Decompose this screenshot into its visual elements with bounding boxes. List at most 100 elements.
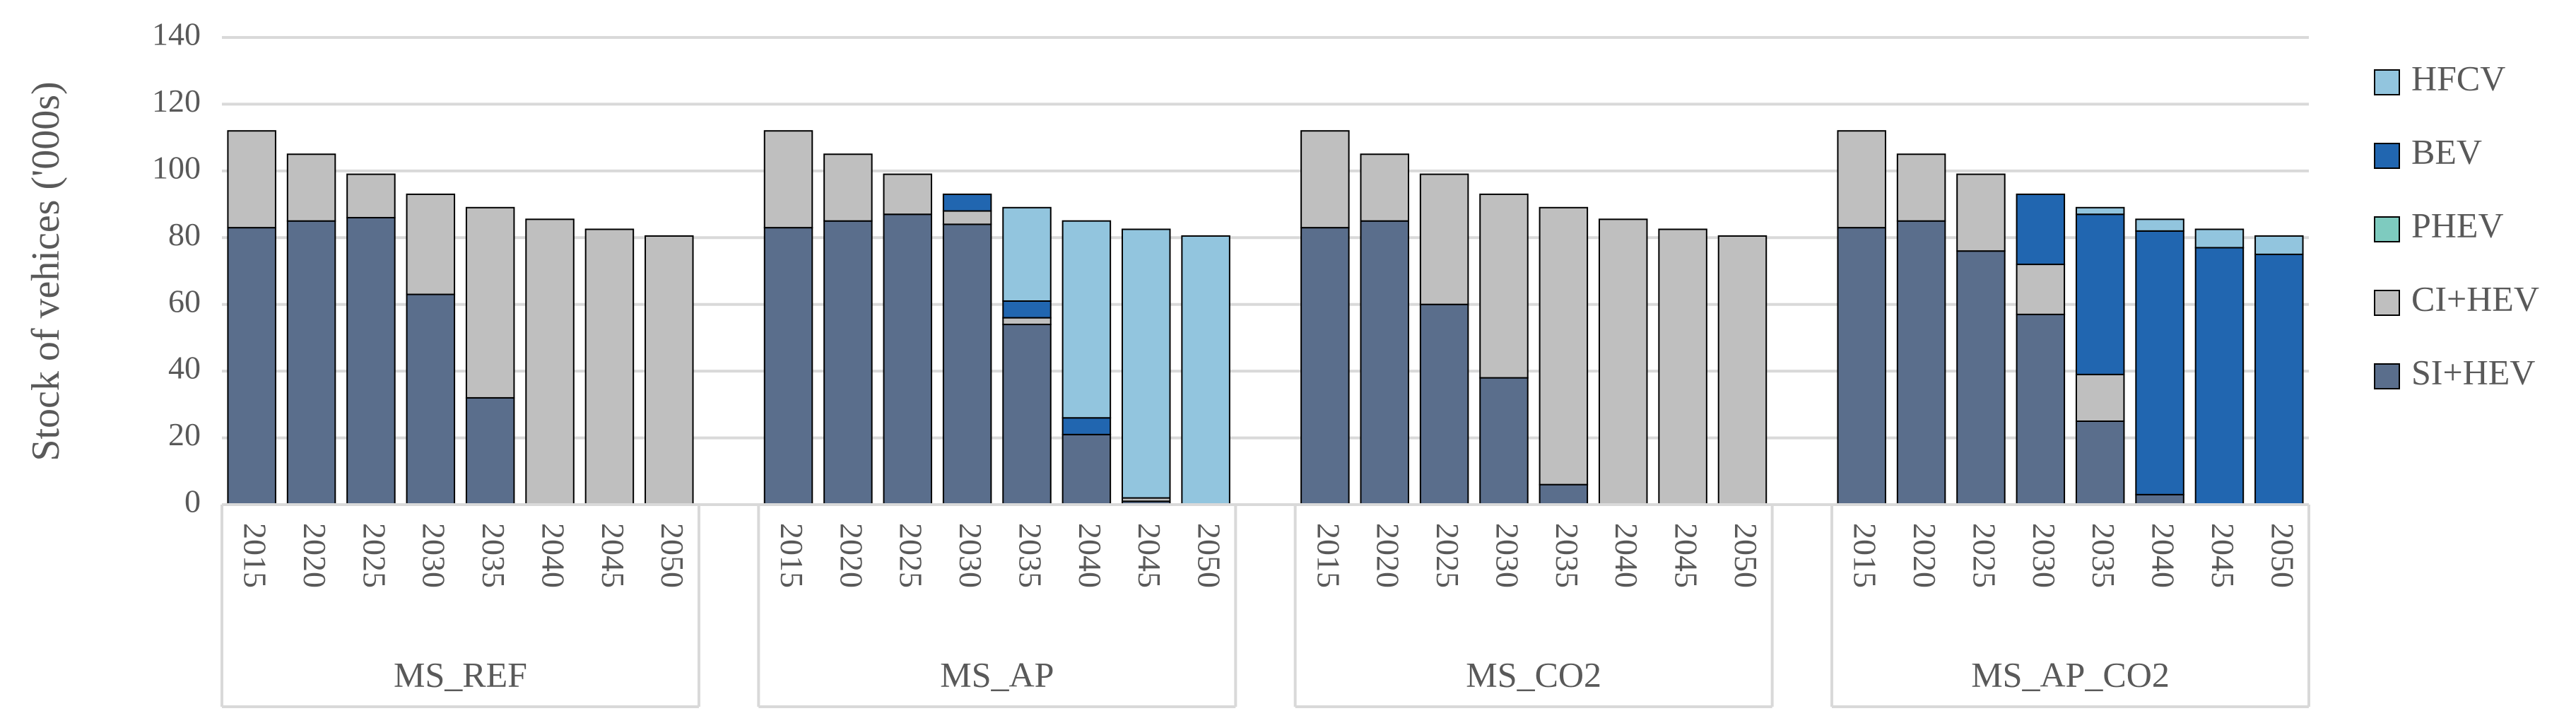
bar-segment [584,228,635,505]
bar-segment [2075,206,2125,216]
x-tick-label: 2035 [476,523,512,588]
x-tick-label: 2045 [595,523,631,588]
group-label: MS_AP_CO2 [1971,654,2170,694]
x-tick-label: 2020 [1370,523,1406,588]
x-tick-label: 2035 [2086,523,2122,588]
bar-segment [1479,193,1529,379]
bar-segment [942,193,992,212]
bar-segment [1360,220,1409,505]
y-tick-label: 140 [152,16,201,52]
legend-swatch [2374,143,2400,169]
legend-label: BEV [2411,131,2482,171]
x-tick-label: 2025 [1430,523,1466,588]
x-tick-label: 2050 [1192,523,1228,588]
bar-segment [1896,153,1946,222]
bar-segment [227,130,276,229]
bar-segment [1837,227,1886,505]
x-tick-label: 2040 [1072,523,1108,588]
x-tick-label: 2030 [416,523,452,588]
x-tick-label: 2020 [1907,523,1943,588]
bar-segment [227,227,276,505]
bar-segment [1061,433,1112,505]
x-tick-label: 2045 [1669,523,1705,588]
group-label: MS_AP [940,654,1054,694]
bar-segment [1061,417,1112,435]
bar-segment [823,153,873,222]
bar-segment [1002,324,1052,505]
bar-segment [763,130,813,229]
bar-segment [465,396,515,506]
x-tick-label: 2035 [1549,523,1585,588]
x-tick-label: 2015 [774,523,810,588]
x-tick-label: 2025 [1966,523,2002,588]
bar-segment [346,216,396,505]
bar-segment [465,206,515,399]
bar-segment [2016,313,2066,505]
bar-segment [1956,173,2006,252]
x-tick-label: 2040 [2146,523,2182,588]
bar-segment [2135,230,2184,495]
x-tick-label: 2020 [833,523,869,588]
x-tick-label: 2025 [893,523,929,588]
y-tick-label: 120 [152,83,201,119]
x-tick-label: 2050 [654,523,690,588]
x-tick-label: 2025 [356,523,392,588]
bar-segment [2194,247,2245,505]
y-tick-label: 0 [184,483,201,519]
bar-segment [2135,218,2184,232]
x-tick-label: 2030 [953,523,989,588]
bar-segment [406,193,456,295]
bar-segment [1598,218,1648,505]
y-tick-label: 60 [168,283,201,319]
bar-segment [1360,153,1409,222]
bar-segment [1300,227,1350,505]
bar-segment [1539,206,1589,486]
group-label: MS_CO2 [1466,654,1601,694]
bar-segment [883,213,933,505]
x-tick-label: 2030 [2026,523,2062,588]
bar-segment [2254,253,2304,505]
bar-segment [2254,235,2304,255]
x-tick-label: 2015 [1310,523,1346,588]
bar-segment [1419,173,1469,305]
bar-segment [1837,130,1886,229]
group-label: MS_REF [394,654,527,694]
bar-segment [406,293,456,505]
bar-segment [2016,264,2066,315]
bar-segment [1956,250,2006,505]
legend-swatch [2374,69,2400,95]
bar-segment [1300,130,1350,229]
bar-segment [763,227,813,505]
bar-segment [823,220,873,505]
bar-segment [1002,300,1052,319]
bar-segment [1539,483,1589,506]
x-tick-label: 2040 [1608,523,1645,588]
x-tick-label: 2015 [1847,523,1883,588]
bar-segment [2135,493,2184,505]
y-axis-title: Stock of vehices ('000s) [24,81,68,461]
bar-segment [1717,235,1768,505]
legend-label: SI+HEV [2411,352,2535,392]
legend-swatch [2374,216,2400,242]
bar-segment [1002,317,1052,326]
x-tick-label: 2045 [1131,523,1168,588]
legend-label: CI+HEV [2411,278,2539,318]
bar-segment [2016,193,2066,266]
legend-label: PHEV [2411,205,2504,245]
bar-segment [2075,213,2125,375]
bar-segment [525,218,575,505]
bar-segment [2194,228,2245,249]
x-tick-label: 2030 [1489,523,1525,588]
x-tick-label: 2045 [2205,523,2241,588]
y-tick-label: 100 [152,149,201,185]
legend-swatch [2374,363,2400,389]
x-tick-label: 2020 [297,523,333,588]
legend-label: HFCV [2411,58,2505,98]
legend-swatch [2374,290,2400,316]
bar-segment [942,223,992,505]
bar-segment [1658,228,1707,505]
bar-segment [1181,235,1230,505]
y-tick-label: 20 [168,416,201,452]
bar-segment [2075,420,2125,506]
y-tick-label: 40 [168,350,201,386]
